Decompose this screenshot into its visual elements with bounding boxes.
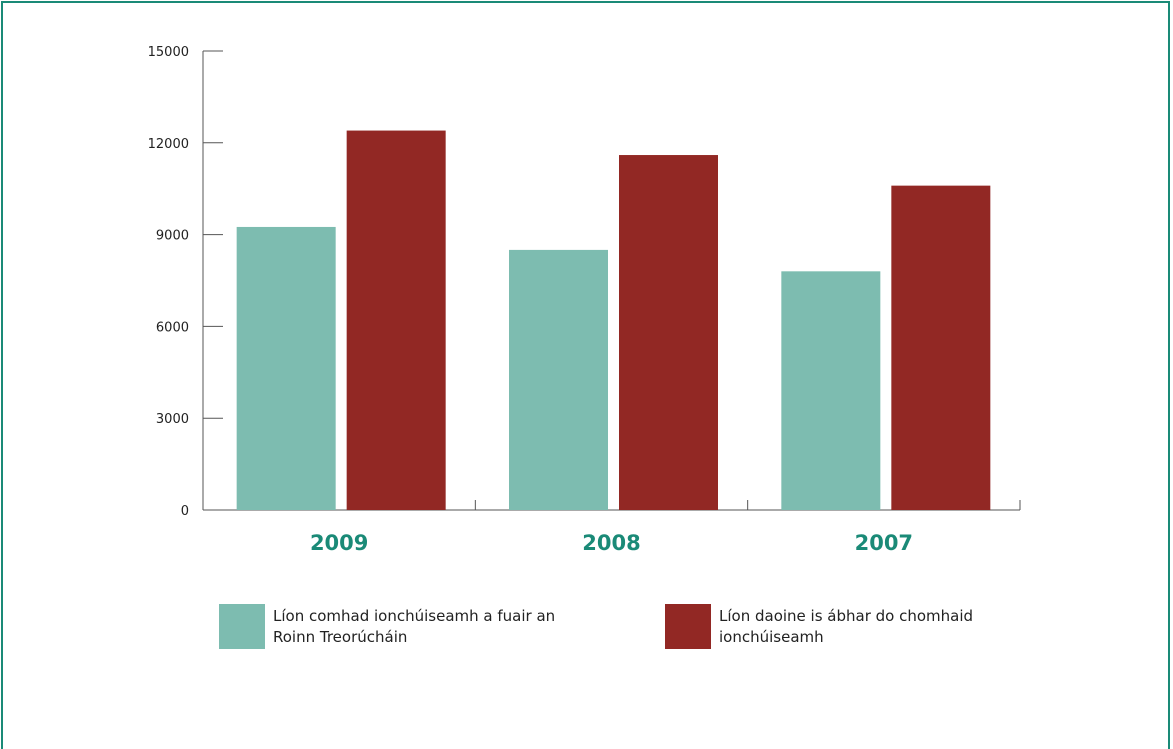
legend-label-1: Líon comhad ionchúiseamh a fuair an xyxy=(273,607,555,625)
bar-2008-series-2 xyxy=(619,155,718,511)
y-tick-label: 9000 xyxy=(156,229,189,244)
legend-label-2: Líon daoine is ábhar do chomhaid xyxy=(719,607,973,625)
legend-swatch-1 xyxy=(219,604,265,649)
bar-2008-series-1 xyxy=(509,249,608,510)
y-tick-label: 15000 xyxy=(148,45,189,60)
bar-2007-series-2 xyxy=(891,185,991,510)
bar-2009-series-1 xyxy=(236,226,336,510)
legend-swatch-2 xyxy=(665,604,711,649)
y-tick-label: 6000 xyxy=(156,320,189,335)
y-tick-label: 0 xyxy=(181,504,189,519)
x-category-label: 2007 xyxy=(855,531,913,555)
chart-legend: Líon comhad ionchúiseamh a fuair an Roinn… xyxy=(219,604,973,649)
legend-label-1: Roinn Treorúcháin xyxy=(273,628,407,646)
bar-2007-series-1 xyxy=(781,271,881,510)
chart-labels: 0 3000 6000 9000 12000 15000 2009 2008 2007 xyxy=(148,45,913,555)
chart-axes xyxy=(202,50,1021,511)
bar-2009-series-2 xyxy=(346,130,446,510)
chart-bars xyxy=(236,130,991,511)
x-category-label: 2009 xyxy=(310,531,368,555)
y-tick-label: 12000 xyxy=(148,137,189,152)
y-tick-label: 3000 xyxy=(156,412,189,427)
legend-label-2: ionchúiseamh xyxy=(719,628,824,646)
x-category-label: 2008 xyxy=(582,531,640,555)
